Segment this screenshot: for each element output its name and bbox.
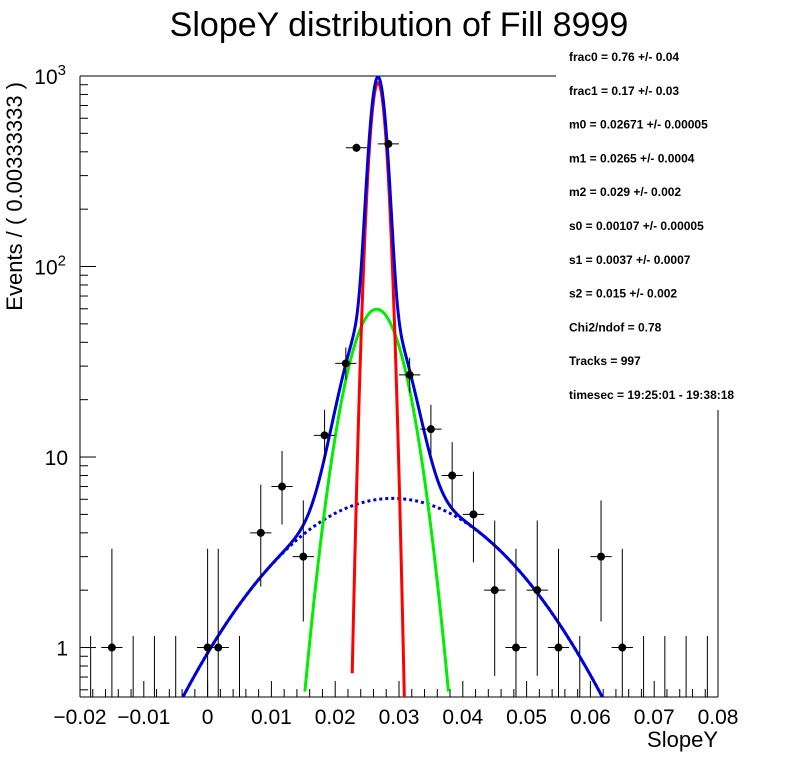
- y-tick-label: 1: [56, 638, 68, 661]
- y-axis-label: Events / ( 0.00333333 ): [2, 82, 27, 311]
- fit-mid-gaussian: [303, 307, 450, 692]
- data-point: [384, 139, 393, 148]
- x-tick-label: 0: [202, 706, 214, 729]
- fit-stat-line: m1 = 0.0265 +/- 0.0004: [569, 151, 695, 165]
- fit-stat-line: m2 = 0.029 +/- 0.002: [569, 185, 681, 199]
- data-point: [299, 552, 308, 561]
- fit-stat-line: m0 = 0.02671 +/- 0.00005: [569, 118, 708, 132]
- x-tick-label: −0.01: [117, 706, 170, 729]
- fit-core-gaussian: [350, 81, 406, 698]
- fit-stat-line: frac0 = 0.76 +/- 0.04: [569, 50, 679, 64]
- data-point: [341, 359, 350, 368]
- data-point: [511, 643, 520, 652]
- fit-statistics-box: frac0 = 0.76 +/- 0.04 frac1 = 0.17 +/- 0.…: [569, 50, 734, 402]
- y-tick-label: 102: [34, 253, 66, 280]
- data-point: [320, 431, 329, 440]
- y-tick-label: 10: [45, 447, 68, 470]
- data-point: [533, 586, 542, 595]
- data-point: [256, 528, 265, 537]
- data-point: [278, 482, 287, 491]
- x-axis-label: SlopeY: [647, 727, 718, 752]
- fit-stat-line: s0 = 0.00107 +/- 0.00005: [569, 219, 704, 233]
- x-tick-label: 0.08: [698, 706, 739, 729]
- data-point: [448, 471, 457, 480]
- x-tick-label: 0.04: [442, 706, 483, 729]
- chart-title: SlopeY distribution of Fill 8999: [170, 6, 629, 44]
- data-point: [203, 643, 212, 652]
- fit-wide-gaussian: [181, 496, 604, 698]
- empty-bin-errors: [90, 635, 708, 697]
- x-tick-label: 0.06: [570, 706, 611, 729]
- data-point: [554, 643, 563, 652]
- x-tick-label: 0.07: [634, 706, 675, 729]
- fit-stat-line: Tracks = 997: [569, 354, 641, 368]
- data-point: [469, 510, 478, 519]
- fit-stat-line: frac1 = 0.17 +/- 0.03: [569, 84, 679, 98]
- data-point: [426, 425, 435, 434]
- fit-total-curve: [181, 75, 604, 698]
- plot-frame: [79, 75, 719, 698]
- fit-stat-line: Chi2/ndof = 0.78: [569, 320, 662, 334]
- fit-stat-line: s1 = 0.0037 +/- 0.0007: [569, 253, 691, 267]
- axis-ticks: [79, 75, 719, 697]
- data-point: [618, 643, 627, 652]
- y-tick-label: 103: [34, 62, 66, 89]
- data-point: [597, 552, 606, 561]
- tick-labels: −0.02 −0.01 0 0.01 0.02 0.03 0.04 0.05 0.06 0.07 0…: [34, 62, 738, 729]
- x-tick-label: 0.02: [315, 706, 356, 729]
- fit-stat-line: timesec = 19:25:01 - 19:38:18: [569, 388, 734, 402]
- data-points: [101, 139, 633, 697]
- data-point: [352, 143, 361, 152]
- fit-curves: [181, 75, 604, 698]
- x-tick-label: 0.03: [379, 706, 420, 729]
- data-point: [107, 643, 116, 652]
- data-point: [490, 586, 499, 595]
- data-point: [405, 370, 414, 379]
- x-tick-label: 0.05: [506, 706, 547, 729]
- x-tick-label: −0.02: [53, 706, 106, 729]
- data-point: [214, 643, 223, 652]
- x-tick-label: 0.01: [251, 706, 292, 729]
- fit-stat-line: s2 = 0.015 +/- 0.002: [569, 287, 677, 301]
